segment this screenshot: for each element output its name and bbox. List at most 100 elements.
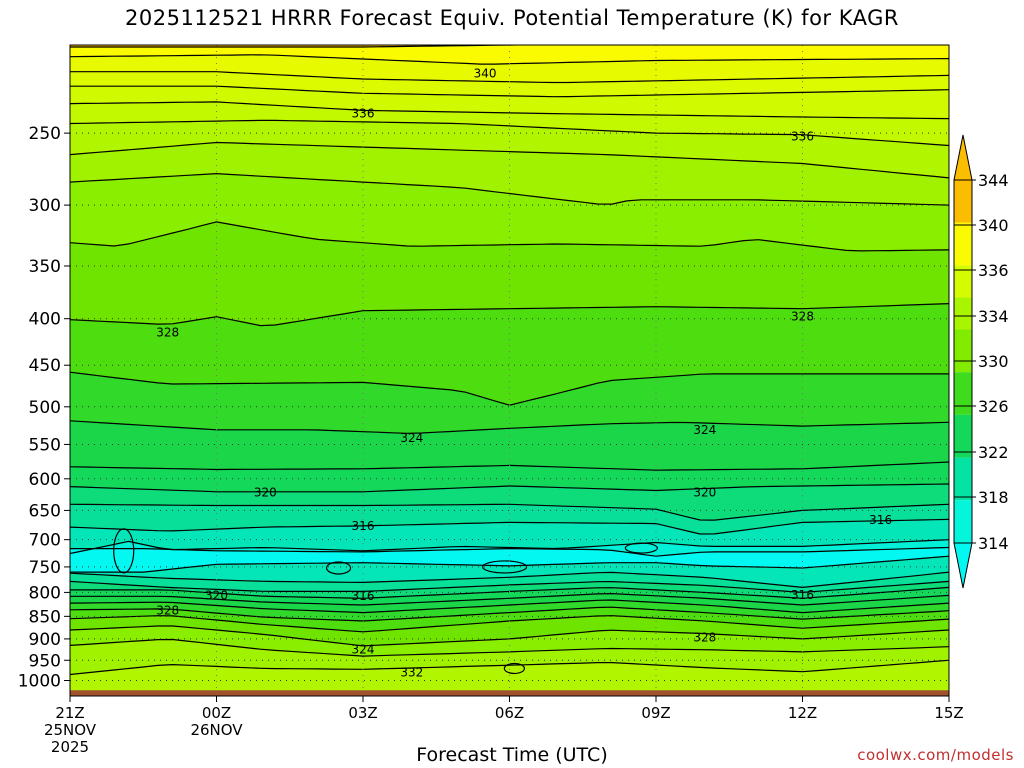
colorbar-bin — [954, 180, 972, 223]
contour-label: 316 — [352, 589, 375, 603]
contour-label: 320 — [205, 588, 228, 602]
theta-e-contour-line — [70, 119, 949, 147]
colorbar-tick-label: 340 — [978, 216, 1009, 235]
x-tick-label: 26NOV — [190, 721, 243, 739]
chart-title: 2025112521 HRRR Forecast Equiv. Potentia… — [125, 6, 899, 30]
y-tick-label: 250 — [29, 124, 61, 144]
x-tick-label: 2025 — [51, 738, 89, 756]
theta-e-contour-line — [70, 483, 949, 493]
y-tick-label: 400 — [29, 310, 61, 330]
theta-e-closed-contour — [113, 528, 135, 574]
y-tick-label: 700 — [29, 531, 61, 551]
y-tick-label: 650 — [29, 501, 61, 521]
theta-e-closed-contour — [624, 542, 658, 554]
theta-e-contour-line — [70, 518, 949, 535]
theta-e-band — [70, 372, 949, 434]
contour-label: 328 — [156, 325, 179, 339]
contour-label: 328 — [156, 603, 179, 617]
theta-e-contour-line — [70, 303, 949, 327]
colorbar-tick-label: 344 — [978, 171, 1009, 190]
y-tick-label: 450 — [29, 356, 61, 376]
y-tick-label: 750 — [29, 558, 61, 578]
colorbar-tick-label: 322 — [978, 443, 1009, 462]
contour-label: 316 — [869, 513, 892, 527]
colorbar-tick-label: 314 — [978, 534, 1009, 553]
theta-e-band — [70, 71, 949, 97]
x-axis-label: Forecast Time (UTC) — [416, 744, 608, 766]
theta-e-band — [70, 587, 949, 605]
x-tick-label: 03Z — [348, 704, 377, 722]
colorbar-bin — [954, 414, 972, 458]
x-tick-label: 06Z — [495, 704, 524, 722]
colorbar-tick-label: 318 — [978, 488, 1009, 507]
colorbar-bin — [954, 329, 972, 373]
theta-e-contour-line — [70, 141, 949, 179]
y-tick-label: 550 — [29, 435, 61, 455]
colorbar: 344 340 336 334 330 326 322 318 314 — [953, 134, 1009, 589]
theta-e-closed-contour — [503, 662, 525, 675]
theta-e-band — [70, 173, 949, 251]
theta-e-band — [70, 484, 949, 521]
y-tick-label: 300 — [29, 196, 61, 216]
x-tick-label: 15Z — [934, 704, 963, 722]
colorbar-bin — [954, 457, 972, 501]
contour-label: 336 — [352, 107, 375, 121]
y-tick-label: 900 — [29, 630, 61, 650]
theta-e-band — [70, 572, 949, 593]
theta-e-contour-line — [70, 45, 554, 48]
colorbar-bin — [954, 297, 972, 330]
contour-label: 320 — [254, 485, 277, 499]
colorbar-extend-low — [953, 542, 973, 589]
contour-label: 332 — [400, 666, 423, 680]
y-axis: 250 300 350 400 450 500 550 600 650 700 750 800 850 9… — [18, 124, 70, 692]
credit-link[interactable]: coolwx.com/models — [857, 746, 1014, 764]
colorbar-bin — [954, 222, 972, 266]
theta-e-contour-line — [70, 221, 949, 252]
theta-e-band — [70, 142, 949, 206]
colorbar-tick-label: 326 — [978, 397, 1009, 416]
contour-label: 340 — [474, 67, 497, 81]
contour-label: 316 — [791, 588, 814, 602]
y-tick-label: 850 — [29, 607, 61, 627]
theta-e-band — [70, 303, 949, 406]
theta-e-contour-line — [70, 659, 949, 676]
y-tick-label: 1000 — [18, 672, 61, 692]
colorbar-tick-label: 330 — [978, 352, 1009, 371]
colorbar-bin — [954, 265, 972, 298]
theta-e-band — [70, 626, 949, 657]
contour-label: 320 — [693, 485, 716, 499]
theta-e-contour-line — [70, 85, 949, 98]
theta-e-contour-line — [70, 539, 949, 555]
contour-label: 328 — [693, 631, 716, 645]
contour-label: 316 — [352, 519, 375, 533]
x-tick-label: 12Z — [788, 704, 817, 722]
y-tick-label: 800 — [29, 583, 61, 603]
theta-e-band — [70, 600, 949, 621]
colorbar-tick-label: 334 — [978, 307, 1009, 326]
y-tick-label: 600 — [29, 470, 61, 490]
x-tick-label: 09Z — [641, 704, 670, 722]
x-tick-label: 00Z — [202, 704, 231, 722]
theta-e-contour-line — [70, 546, 949, 557]
x-tick-label: 21Z — [55, 704, 84, 722]
y-tick-label: 350 — [29, 257, 61, 277]
contour-label: 328 — [791, 310, 814, 324]
contour-label: 324 — [400, 431, 423, 445]
theta-e-contour-line — [70, 599, 949, 614]
y-tick-label: 500 — [29, 398, 61, 418]
colorbar-tick-label: 336 — [978, 261, 1009, 280]
theta-e-band — [70, 45, 949, 65]
theta-e-band — [70, 120, 949, 178]
x-tick-label: 25NOV — [44, 721, 97, 739]
contour-label: 324 — [352, 642, 375, 656]
theta-e-closed-contour — [325, 561, 352, 575]
theta-e-band — [70, 519, 949, 554]
colorbar-bin — [954, 372, 972, 415]
theta-e-contour-line — [70, 606, 949, 622]
theta-e-band — [70, 420, 949, 471]
theta-e-contour-line — [70, 592, 949, 606]
colorbar-extend-high — [953, 134, 973, 181]
colorbar-bin — [954, 500, 972, 543]
y-tick-label: 950 — [29, 651, 61, 671]
